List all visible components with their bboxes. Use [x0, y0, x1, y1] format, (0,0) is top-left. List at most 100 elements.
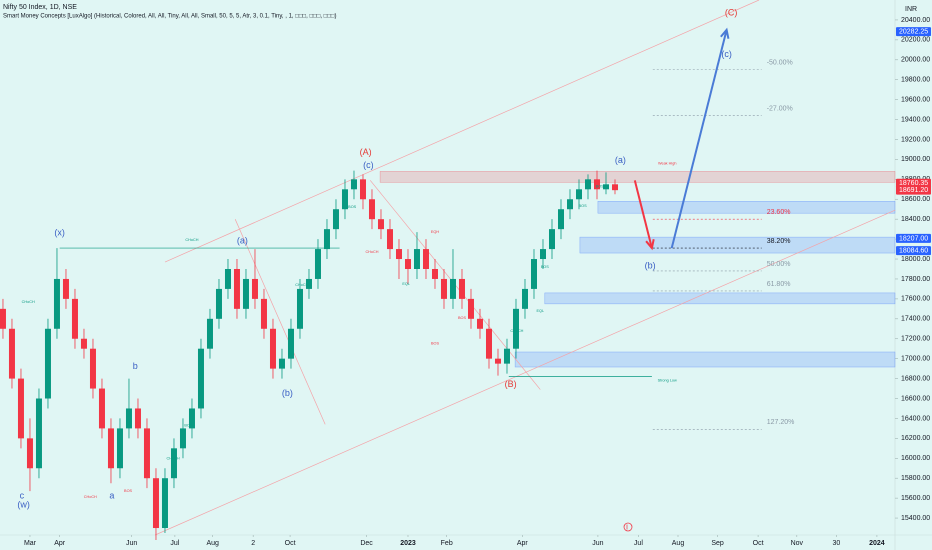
- candle-body: [188, 408, 195, 429]
- candle-body: [404, 259, 411, 269]
- candle-body: [305, 278, 312, 289]
- candle-body: [71, 298, 78, 339]
- structure-tag: BOS: [541, 265, 549, 269]
- price-label: 18691.20: [899, 187, 928, 194]
- arrow-head: [645, 239, 655, 251]
- y-tick-label: 15600.00: [901, 495, 930, 502]
- indicator-legend: Smart Money Concepts [LuxAlgo] (Historic…: [3, 14, 337, 20]
- candle-body: [521, 288, 528, 309]
- arrow-head: [720, 27, 730, 39]
- x-tick-label: Aug: [206, 540, 219, 547]
- candle-body: [314, 249, 321, 279]
- candle-body: [422, 249, 429, 269]
- x-tick-label: 2024: [869, 540, 885, 547]
- candle-body: [350, 179, 357, 190]
- y-tick-label: 15800.00: [901, 475, 930, 482]
- candle-body: [143, 428, 150, 479]
- zone: [597, 200, 896, 214]
- x-tick-label: Feb: [441, 540, 453, 547]
- candle-body: [0, 308, 6, 329]
- y-tick-label: 16200.00: [901, 435, 930, 442]
- fib-label: -27.00%: [767, 105, 793, 112]
- trend-line: [154, 209, 896, 536]
- y-tick-label: 20200.00: [901, 37, 930, 44]
- structure-tag: CHoCH: [84, 495, 97, 499]
- fib-label: 38.20%: [767, 238, 791, 245]
- y-tick-label: 20000.00: [901, 57, 930, 64]
- x-tick-label: Dec: [360, 540, 373, 547]
- structure-tag: CHoCH: [185, 238, 198, 242]
- y-tick-label: 20400.00: [901, 17, 930, 24]
- wave-label: (b): [282, 388, 293, 398]
- y-tick-label: 16800.00: [901, 375, 930, 382]
- x-tick-label: Mar: [24, 540, 37, 547]
- candle-body: [296, 288, 303, 329]
- y-tick-label: 19200.00: [901, 136, 930, 143]
- y-tick-label: 16000.00: [901, 455, 930, 462]
- candle-body: [476, 318, 483, 329]
- candle-body: [242, 278, 249, 309]
- price-axis-area: [895, 0, 932, 550]
- x-tick-label: Jun: [126, 540, 137, 547]
- candle-body: [107, 428, 114, 469]
- x-tick-label: Apr: [54, 540, 66, 547]
- zone: [579, 236, 896, 254]
- structure-tag: EQL: [402, 282, 410, 286]
- candle-body: [512, 308, 519, 349]
- price-label: 18207.00: [899, 235, 928, 242]
- x-tick-label: 30: [833, 540, 841, 547]
- candle-body: [584, 179, 591, 190]
- arrow: [670, 29, 728, 249]
- y-tick-label: 18400.00: [901, 216, 930, 223]
- x-tick-label: Jul: [170, 540, 179, 547]
- candle-body: [278, 358, 285, 369]
- wave-label: (c): [363, 160, 374, 170]
- candle-body: [494, 358, 501, 364]
- structure-tag: BOS: [579, 204, 587, 208]
- structure-tag: BOS: [431, 342, 439, 346]
- arrow: [633, 180, 653, 249]
- fib-label: -50.00%: [767, 60, 793, 67]
- candle-body: [539, 249, 546, 260]
- currency: INR: [905, 6, 917, 13]
- candle-body: [503, 348, 510, 364]
- y-tick-label: 16400.00: [901, 415, 930, 422]
- zone: [514, 351, 896, 368]
- x-tick-label: Oct: [753, 540, 764, 547]
- y-tick-label: 17800.00: [901, 276, 930, 283]
- candle-body: [89, 348, 96, 389]
- y-tick-label: 19800.00: [901, 77, 930, 84]
- candle-body: [341, 189, 348, 210]
- y-tick-label: 17200.00: [901, 336, 930, 343]
- structure-tag: CHoCH: [295, 283, 308, 287]
- structure-tag: EQH: [431, 230, 439, 234]
- y-tick-label: 18000.00: [901, 256, 930, 263]
- candle-body: [17, 378, 24, 439]
- candle-body: [161, 478, 168, 529]
- candle-body: [98, 388, 105, 429]
- y-tick-label: 19000.00: [901, 156, 930, 163]
- structure-tag: BOS: [184, 423, 192, 427]
- candle-body: [287, 328, 294, 359]
- wave-label: (B): [505, 379, 517, 389]
- wave-label: (w): [17, 499, 30, 509]
- candle-body: [269, 328, 276, 369]
- price-label: 18760.35: [899, 180, 928, 187]
- candle-body: [368, 199, 375, 220]
- candle-body: [179, 428, 186, 449]
- structure-tag: EQL: [536, 309, 544, 313]
- wave-label: (x): [54, 228, 65, 238]
- x-tick-label: Oct: [285, 540, 296, 547]
- structure-tag: CHoCH: [22, 300, 35, 304]
- candle-body: [233, 268, 240, 309]
- x-tick-label: 2023: [400, 540, 416, 547]
- candle-body: [593, 179, 600, 190]
- candle-body: [62, 278, 69, 299]
- candle-body: [566, 199, 573, 210]
- candle-body: [431, 268, 438, 279]
- structure-tag: CHoCH: [167, 456, 180, 460]
- x-tick-label: Aug: [672, 540, 685, 547]
- structure-tag: BOS: [596, 184, 604, 188]
- fib-label: 127.20%: [767, 419, 795, 426]
